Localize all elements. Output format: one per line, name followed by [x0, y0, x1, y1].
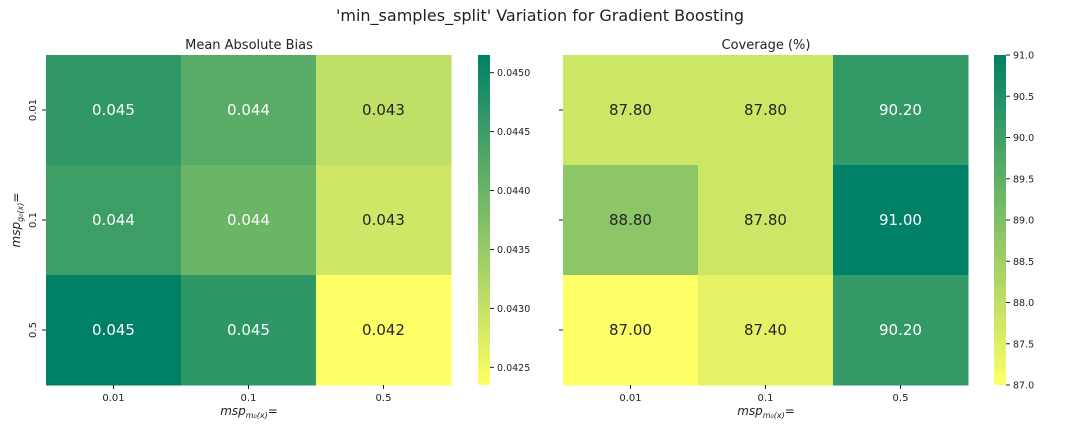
colorbar-tick-label: 0.0445 — [497, 127, 530, 138]
figure-title: 'min_samples_split' Variation for Gradie… — [336, 6, 744, 26]
colorbar-tick-label: 87.0 — [1013, 381, 1034, 392]
heatmap-cell — [181, 165, 317, 276]
colorbar — [994, 55, 1006, 385]
colorbar-ticks: 87.0 87.5 88.0 88.5 89.0 89.5 90.0 90.5 91.0 — [1006, 51, 1034, 392]
x-axis-label: mspm₀(x)= — [220, 404, 278, 420]
heatmap-cell — [563, 55, 699, 166]
cell-value-label: 0.042 — [362, 321, 405, 339]
cell-value-label: 0.043 — [362, 101, 405, 119]
x-tick-labels: 0.01 0.1 0.5 — [102, 385, 391, 404]
y-tick-labels — [559, 109, 563, 331]
heatmap-cell — [181, 55, 317, 166]
x-axis-label: mspm₀(x)= — [737, 404, 795, 420]
heatmap-cell — [698, 55, 834, 166]
y-tick-label: 0.01 — [28, 99, 39, 121]
x-tick-label: 0.5 — [376, 393, 392, 404]
colorbar-tick-label: 0.0440 — [497, 186, 530, 197]
cell-value-label: 90.20 — [879, 321, 922, 339]
cell-value-label: 0.045 — [92, 321, 135, 339]
heatmap-cell — [316, 55, 452, 166]
colorbar-tick-label: 90.0 — [1013, 133, 1034, 144]
colorbar-tick-label: 0.0450 — [497, 68, 530, 79]
heatmap-cell — [46, 55, 182, 166]
y-tick-labels: 0.01 0.1 0.5 — [28, 99, 46, 338]
x-tick-label: 0.01 — [619, 393, 641, 404]
colorbar-tick-label: 89.5 — [1013, 174, 1034, 185]
heatmap-cell — [698, 165, 834, 276]
panel-title: Coverage (%) — [722, 38, 811, 53]
colorbar-tick-label: 88.0 — [1013, 298, 1034, 309]
heatmap-cell — [46, 165, 182, 276]
colorbar-tick-label: 90.5 — [1013, 92, 1034, 103]
heatmap-cell — [833, 275, 969, 386]
colorbar-tick-label: 0.0435 — [497, 245, 530, 256]
heatmap-panel-mean-absolute-bias: Mean Absolute Bias 0.045 0.044 0.0430.044 0… — [9, 38, 530, 420]
heatmap-cells: 0.045 0.044 0.043 0.044 0.044 0.043 0.045 0.045… — [46, 55, 452, 386]
cell-value-label: 87.80 — [609, 101, 652, 119]
heatmap-cell — [833, 55, 969, 166]
x-tick-label: 0.01 — [102, 393, 124, 404]
colorbar-tick-label: 0.0430 — [497, 304, 530, 315]
cell-value-label: 0.045 — [92, 101, 135, 119]
cell-value-label: 87.80 — [744, 211, 787, 229]
colorbar-tick-label: 89.0 — [1013, 216, 1034, 227]
colorbar-tick-label: 87.5 — [1013, 339, 1034, 350]
y-axis-label: mspg₀(x)= — [9, 193, 25, 248]
colorbar-tick-label: 88.5 — [1013, 257, 1034, 268]
cell-value-label: 87.00 — [609, 321, 652, 339]
heatmap-cell — [833, 165, 969, 276]
cell-value-label: 0.044 — [92, 211, 135, 229]
colorbar-tick-label: 91.0 — [1013, 51, 1034, 62]
cell-value-label: 91.00 — [879, 211, 922, 229]
cell-value-label: 0.044 — [227, 101, 270, 119]
heatmap-panel-coverage: Coverage (%) 87.80 87.80 90.20 88.80 87.80 91… — [559, 38, 1034, 420]
cell-value-label: 0.044 — [227, 211, 270, 229]
heatmap-cell — [316, 275, 452, 386]
heatmap-cell — [46, 275, 182, 386]
cell-value-label: 90.20 — [879, 101, 922, 119]
x-tick-label: 0.5 — [893, 393, 909, 404]
heatmap-cell — [181, 275, 317, 386]
cell-value-label: 87.40 — [744, 321, 787, 339]
panel-title: Mean Absolute Bias — [185, 38, 313, 53]
cell-value-label: 0.045 — [227, 321, 270, 339]
heatmap-cells: 87.80 87.80 90.20 88.80 87.80 91.00 87.00 87.40… — [563, 55, 969, 386]
cell-value-label: 88.80 — [609, 211, 652, 229]
heatmap-cell — [316, 165, 452, 276]
cell-value-label: 87.80 — [744, 101, 787, 119]
colorbar — [478, 55, 490, 385]
heatmap-cell — [563, 165, 699, 276]
colorbar-ticks: 0.0425 0.0430 0.0435 0.0440 0.0445 0.0450 — [490, 68, 530, 374]
colorbar-tick-label: 0.0425 — [497, 363, 530, 374]
heatmap-cell — [563, 275, 699, 386]
x-tick-labels: 0.01 0.1 0.5 — [619, 385, 908, 404]
cell-value-label: 0.043 — [362, 211, 405, 229]
heatmap-cell — [698, 275, 834, 386]
y-tick-label: 0.1 — [28, 212, 39, 228]
x-tick-label: 0.1 — [758, 393, 774, 404]
x-tick-label: 0.1 — [241, 393, 257, 404]
y-tick-label: 0.5 — [28, 322, 39, 338]
